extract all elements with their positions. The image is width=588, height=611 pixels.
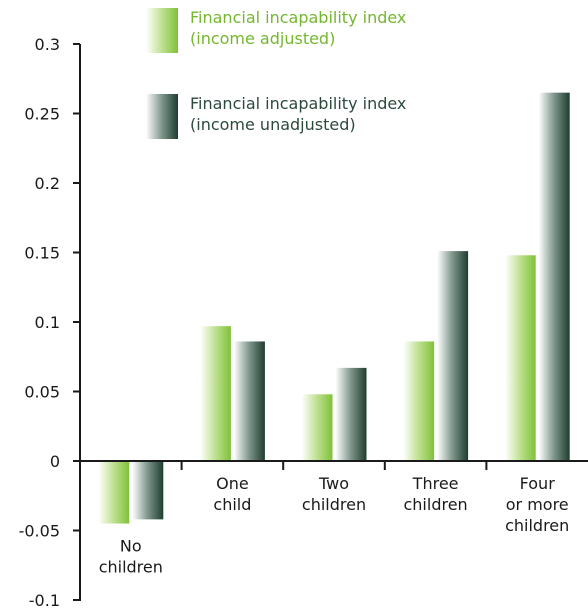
legend: Financial incapability index (income adju… (146, 8, 406, 139)
y-tick-label: -0.1 (29, 591, 60, 610)
legend-label: Financial incapability index (income adju… (190, 8, 406, 48)
category-label: Two children (302, 474, 366, 514)
bar-income-unadjusted (335, 367, 367, 461)
bar-income-unadjusted (538, 92, 570, 462)
y-tick-label: 0.2 (35, 174, 60, 193)
bar-income-unadjusted (233, 341, 265, 461)
axes: -0.1 -0.05 0 0.05 0.1 0.15 0.2 0.25 0.3 (19, 35, 588, 610)
bar-income-adjusted (403, 341, 435, 461)
y-tick-label: 0.3 (35, 35, 60, 54)
y-tick-label: 0.05 (24, 383, 60, 402)
legend-swatch (146, 8, 178, 53)
category-labels: No children One child Two children Three childr… (99, 474, 570, 577)
bar-income-adjusted (504, 255, 536, 461)
bar-income-adjusted (98, 461, 130, 524)
legend-label: Financial incapability index (income unad… (190, 94, 406, 134)
bar-income-unadjusted (132, 461, 164, 520)
category-label: Four or more children (505, 474, 569, 535)
y-tick-label: 0 (50, 452, 60, 471)
bar-income-unadjusted (437, 251, 469, 461)
y-tick-label: 0.15 (24, 244, 60, 263)
legend-swatch (146, 94, 178, 139)
category-label: Three children (403, 474, 467, 514)
bars (98, 92, 570, 524)
y-tick-label: 0.25 (24, 105, 60, 124)
category-label: No children (99, 537, 163, 577)
y-tick-label: 0.1 (35, 313, 60, 332)
category-label: One child (213, 474, 251, 514)
y-tick-label: -0.05 (19, 522, 60, 541)
bar-income-adjusted (199, 326, 231, 461)
bar-income-adjusted (301, 394, 333, 461)
